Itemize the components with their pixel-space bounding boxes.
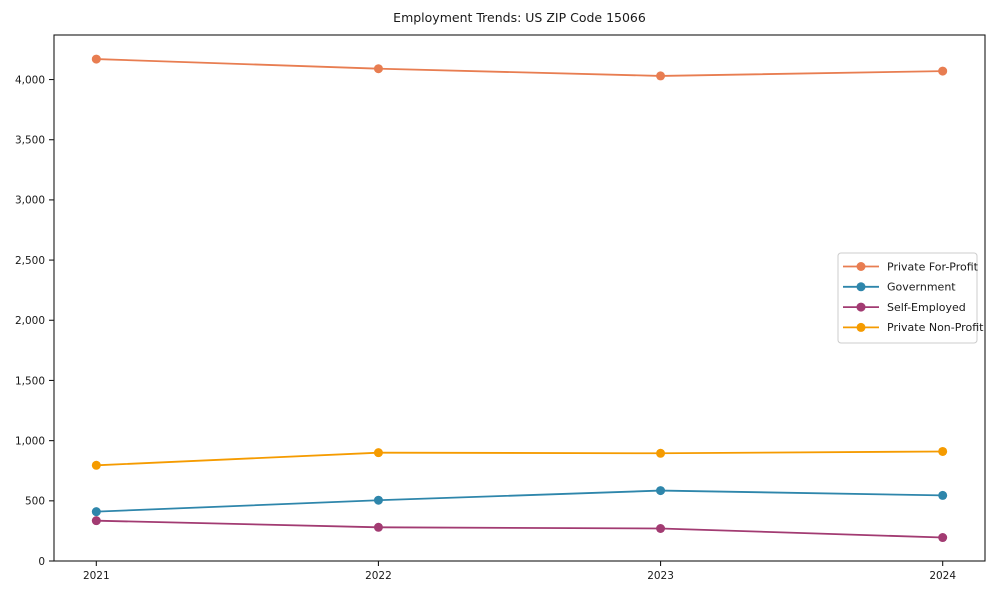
legend-item-label: Private Non-Profit [887, 321, 984, 334]
data-point-marker [938, 533, 948, 543]
legend-marker-icon [856, 282, 866, 292]
data-point-marker [656, 448, 666, 458]
series-line-self-employed [96, 519, 943, 539]
data-point-marker [373, 64, 383, 74]
y-axis-tick-label: 4,000 [15, 74, 45, 86]
series-line-private-non-profit [96, 450, 943, 467]
data-point-marker [656, 71, 666, 81]
x-axis-tick-label: 2022 [365, 570, 392, 582]
legend-marker-icon [856, 322, 866, 332]
y-axis-tick-label: 3,500 [15, 135, 45, 147]
data-point-marker [91, 54, 101, 64]
series-line-private-for-profit [96, 58, 943, 77]
y-axis-tick-label: 0 [38, 556, 45, 568]
plot-border [53, 34, 986, 562]
x-axis-tick-label: 2023 [647, 570, 674, 582]
legend-item-label: Private For-Profit [887, 260, 979, 273]
y-axis-tick-label: 1,000 [15, 435, 45, 447]
data-point-marker [656, 486, 666, 496]
chart-title: Employment Trends: US ZIP Code 15066 [393, 10, 646, 25]
y-axis-tick-label: 2,500 [15, 255, 45, 267]
data-point-marker [91, 516, 101, 526]
data-point-marker [938, 490, 948, 500]
data-point-marker [938, 66, 948, 76]
series-line-government [96, 489, 943, 513]
data-point-marker [938, 446, 948, 456]
legend-marker-icon [856, 302, 866, 312]
data-point-marker [373, 448, 383, 458]
data-point-marker [373, 495, 383, 505]
legend-item-label: Self-Employed [887, 301, 966, 314]
x-axis-tick-label: 2021 [83, 570, 110, 582]
y-axis-tick-label: 1,500 [15, 375, 45, 387]
legend-marker-icon [856, 262, 866, 271]
legend-item-label: Government [887, 281, 956, 294]
x-axis-tick-label: 2024 [929, 570, 956, 582]
y-axis-tick-label: 2,000 [15, 315, 45, 327]
data-point-marker [91, 460, 101, 470]
y-axis-tick-label: 3,000 [15, 195, 45, 207]
data-point-marker [656, 524, 666, 534]
legend-box [837, 252, 978, 344]
y-axis-tick-label: 500 [25, 496, 45, 508]
data-point-marker [373, 522, 383, 532]
data-point-marker [91, 507, 101, 517]
